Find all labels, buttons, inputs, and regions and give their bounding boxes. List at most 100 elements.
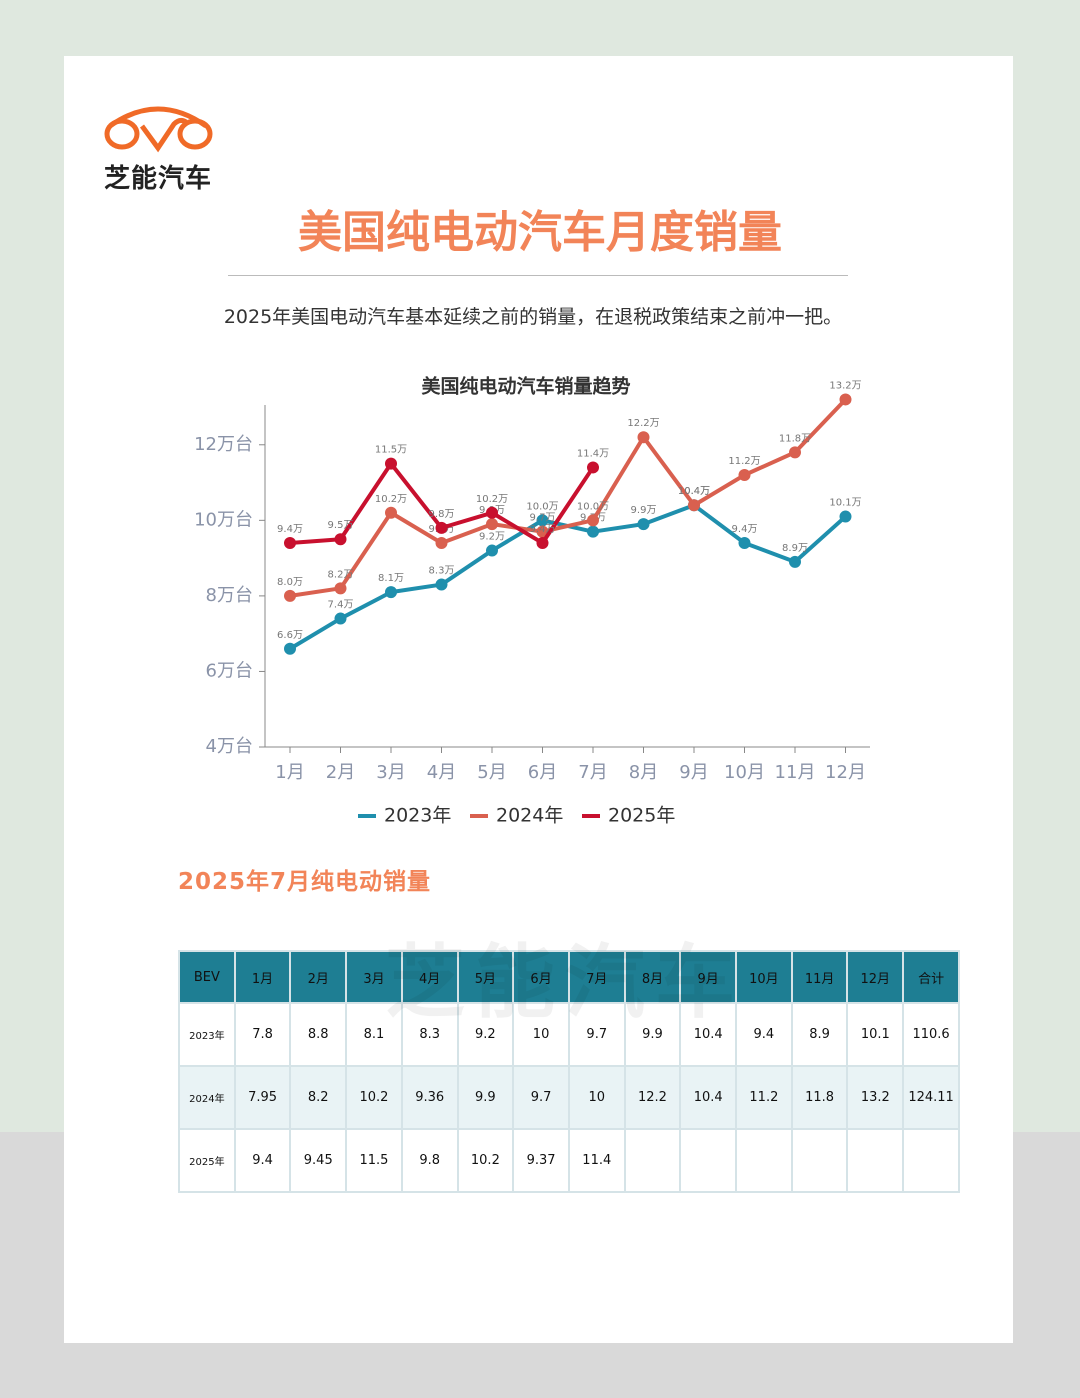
header-cell: 12月 [846, 950, 905, 1004]
value-label: 8.1万 [378, 573, 404, 584]
header-cell: 2月 [289, 950, 348, 1004]
table-cell: 10.2 [345, 1065, 403, 1130]
table-cell: 9.7 [567, 1002, 626, 1067]
table-cell: 13.2 [846, 1065, 905, 1130]
point [486, 506, 498, 519]
value-label: 9.9万 [631, 505, 657, 516]
point [486, 518, 498, 531]
point [385, 506, 397, 519]
empty-cell [790, 1128, 849, 1193]
x-tick-label: 12月 [825, 762, 866, 783]
y-tick-label: 6万台 [206, 660, 253, 681]
table-cell: 10.2 [456, 1128, 515, 1193]
point [334, 612, 347, 625]
header-cell: 7月 [567, 950, 626, 1004]
point [637, 431, 650, 444]
table-cell: 9.4 [233, 1128, 292, 1193]
value-label: 9.4万 [530, 524, 556, 535]
value-label: 11.4万 [577, 448, 609, 459]
header-cell: 1月 [233, 950, 292, 1004]
point [435, 578, 448, 591]
chart-title: 美国纯电动汽车销量趋势 [421, 375, 630, 398]
x-tick-label: 6月 [528, 762, 557, 783]
header-cell: 9月 [679, 950, 738, 1004]
value-label: 9.7万 [530, 513, 556, 524]
x-tick-label: 10月 [724, 762, 765, 783]
point [334, 582, 347, 595]
series-line [289, 398, 847, 598]
value-label: 8.3万 [429, 566, 455, 577]
table-cell: 10.4 [679, 1002, 738, 1067]
subtitle: 2025年美国电动汽车基本延续之前的销量，在退税政策结束之前冲一把。 [223, 306, 843, 328]
header-row: BEV 1月 2月 3月 4月 5月 6月 7月 8月 9月 10月 11月 12月 合计 [178, 950, 960, 1004]
table-cell: 7.8 [233, 1002, 292, 1067]
table-cell: 9.7 [512, 1065, 570, 1130]
x-tick-label: 8月 [629, 762, 658, 783]
point [587, 514, 599, 527]
point [536, 525, 549, 538]
table-cell: 124.11 [902, 1065, 960, 1130]
value-label: 9.4万 [732, 524, 758, 535]
table-cell: 2025年 [178, 1128, 236, 1193]
table-cell: 9.45 [289, 1128, 348, 1193]
value-label: 11.2万 [728, 456, 760, 467]
value-label: 10.1万 [829, 498, 861, 509]
value-label: 11.5万 [375, 445, 407, 456]
header-cell: 4月 [400, 950, 459, 1004]
point [385, 586, 397, 599]
x-tick-label: 3月 [376, 762, 405, 783]
table-cell: 11.8 [790, 1065, 849, 1130]
table-cell: 11.4 [567, 1128, 626, 1193]
value-label: 8.9万 [782, 543, 808, 554]
table-cell: 9.9 [456, 1065, 515, 1130]
table-row: 2023年 7.8 8.8 8.1 8.3 9.2 10 9.7 9.9 10.4 9.4 8.9 10… [178, 1002, 960, 1067]
point [284, 642, 296, 655]
table-cell: 8.1 [345, 1002, 403, 1067]
legend-label: 2023年 [384, 805, 451, 827]
value-label: 9.5万 [328, 520, 354, 531]
value-label: 10.0万 [526, 501, 558, 512]
empty-cell [902, 1128, 960, 1193]
x-tick-label: 7月 [578, 762, 607, 783]
table-row: 2025年 9.4 9.45 11.5 9.8 10.2 9.37 11.4 [178, 1128, 960, 1193]
point [738, 537, 751, 549]
empty-cell [735, 1128, 793, 1193]
table-cell: 10.4 [679, 1065, 738, 1130]
value-label: 10.2万 [375, 494, 407, 505]
x-tick-label: 2月 [326, 762, 355, 783]
table-row: 2024年 7.95 8.2 10.2 9.36 9.9 9.7 10 12.2 10.4 11.2… [178, 1065, 960, 1130]
legend-label: 2025年 [608, 805, 675, 827]
point [385, 457, 397, 470]
y-tick-label: 12万台 [194, 434, 253, 455]
header-cell: 8月 [623, 950, 682, 1004]
x-tick-label: 11月 [775, 762, 816, 783]
point [587, 525, 599, 538]
point [789, 446, 801, 459]
y-tick-label: 10万台 [194, 509, 253, 530]
x-tick-label: 5月 [477, 762, 506, 783]
table-cell: 10.1 [846, 1002, 905, 1067]
value-label: 6.6万 [277, 630, 303, 641]
point [789, 555, 801, 568]
x-tick-label: 1月 [275, 762, 304, 783]
logo-mark [104, 106, 213, 153]
value-label: 9.8万 [429, 509, 455, 520]
value-label: 11.8万 [779, 433, 811, 444]
table-cell: 11.2 [735, 1065, 793, 1130]
table-cell: 12.2 [623, 1065, 682, 1130]
point [284, 589, 296, 602]
point [688, 499, 700, 512]
point [435, 537, 448, 549]
table-title: 2025年7月纯电动销量 [178, 869, 432, 895]
table-cell: 9.9 [623, 1002, 682, 1067]
empty-cell [679, 1128, 738, 1193]
logo-text: 芝能汽车 [104, 164, 213, 194]
header-cell: 10月 [735, 950, 793, 1004]
table-cell: 8.9 [790, 1002, 849, 1067]
point [536, 514, 549, 527]
header-cell: 6月 [512, 950, 570, 1004]
table: BEV 1月 2月 3月 4月 5月 6月 7月 8月 9月 10月 11月 12月 合计 2023年 7.8… [178, 950, 960, 1193]
table-cell: 8.2 [289, 1065, 348, 1130]
table-cell: 9.37 [512, 1128, 570, 1193]
